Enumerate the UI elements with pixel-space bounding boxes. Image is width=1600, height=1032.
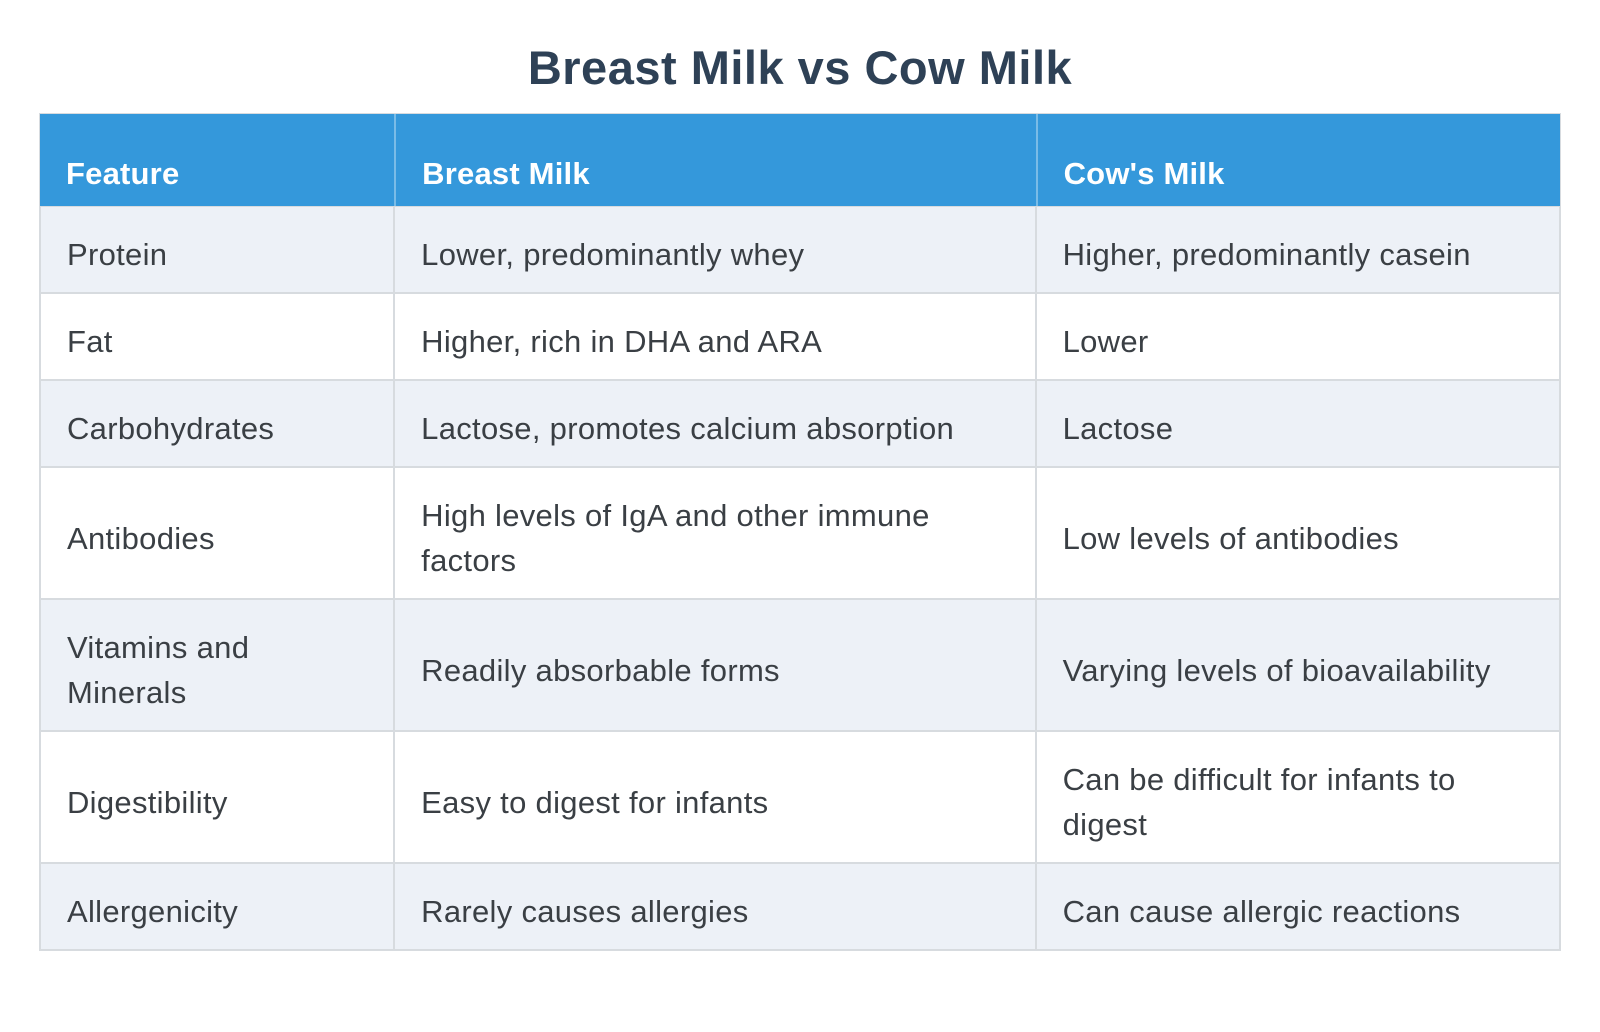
- breast-milk-cell: Rarely causes allergies: [394, 863, 1036, 950]
- cows-milk-cell: Lower: [1035, 293, 1560, 380]
- table-row: Allergenicity Rarely causes allergies Can …: [40, 863, 1560, 950]
- column-header-cows-milk: Cow's Milk: [1035, 114, 1560, 206]
- cows-milk-cell: Varying levels of bioavailability: [1035, 599, 1560, 731]
- table-row: Antibodies High levels of IgA and other i…: [40, 467, 1560, 599]
- table-row: Vitamins and Minerals Readily absorbable …: [40, 599, 1560, 731]
- column-header-feature: Feature: [40, 114, 395, 206]
- comparison-table: Feature Breast Milk Cow's Milk Protein Lo…: [39, 113, 1561, 951]
- column-header-breast-milk: Breast Milk: [394, 114, 1036, 206]
- breast-milk-cell: High levels of IgA and other immune fact…: [394, 467, 1036, 599]
- breast-milk-cell: Readily absorbable forms: [394, 599, 1036, 731]
- breast-milk-cell: Lower, predominantly whey: [394, 206, 1036, 293]
- table-container: Feature Breast Milk Cow's Milk Protein Lo…: [39, 113, 1561, 951]
- feature-cell: Antibodies: [40, 467, 395, 599]
- page-title: Breast Milk vs Cow Milk: [527, 41, 1073, 94]
- feature-cell: Fat: [40, 293, 395, 380]
- table-row: Carbohydrates Lactose, promotes calcium a…: [40, 380, 1560, 467]
- cows-milk-cell: Can be difficult for infants to digest: [1035, 731, 1560, 863]
- table-row: Digestibility Easy to digest for infants C…: [40, 731, 1560, 863]
- feature-cell: Protein: [40, 206, 395, 293]
- feature-cell: Allergenicity: [40, 863, 395, 950]
- header-row: Feature Breast Milk Cow's Milk: [40, 114, 1560, 206]
- page: Breast Milk vs Cow Milk Feature Breast M…: [0, 40, 1600, 951]
- table-row: Fat Higher, rich in DHA and ARA Lower: [40, 293, 1560, 380]
- breast-milk-cell: Higher, rich in DHA and ARA: [394, 293, 1036, 380]
- feature-cell: Vitamins and Minerals: [40, 599, 395, 731]
- feature-cell: Carbohydrates: [40, 380, 395, 467]
- cows-milk-cell: Lactose: [1035, 380, 1560, 467]
- breast-milk-cell: Easy to digest for infants: [394, 731, 1036, 863]
- table-row: Protein Lower, predominantly whey Higher, …: [40, 206, 1560, 293]
- cows-milk-cell: Low levels of antibodies: [1035, 467, 1560, 599]
- feature-cell: Digestibility: [40, 731, 395, 863]
- table-body: Protein Lower, predominantly whey Higher, …: [40, 206, 1560, 950]
- cows-milk-cell: Higher, predominantly casein: [1035, 206, 1560, 293]
- cows-milk-cell: Can cause allergic reactions: [1035, 863, 1560, 950]
- breast-milk-cell: Lactose, promotes calcium absorption: [394, 380, 1036, 467]
